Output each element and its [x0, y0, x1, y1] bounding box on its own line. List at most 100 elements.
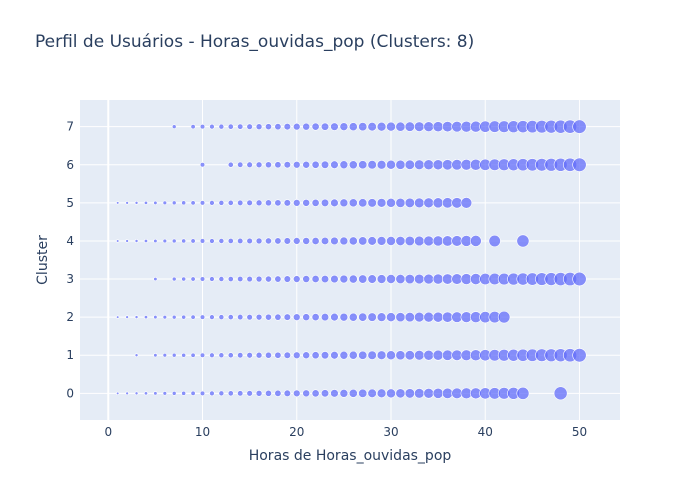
data-point[interactable] [283, 199, 291, 207]
data-point[interactable] [320, 236, 330, 246]
data-point[interactable] [209, 200, 215, 206]
data-point[interactable] [162, 314, 167, 320]
data-point[interactable] [311, 389, 320, 398]
data-point[interactable] [367, 122, 377, 132]
data-point[interactable] [432, 235, 444, 247]
data-point[interactable] [367, 160, 377, 170]
data-point[interactable] [171, 200, 177, 206]
data-point[interactable] [199, 124, 206, 130]
data-point[interactable] [190, 352, 196, 358]
data-point[interactable] [246, 275, 253, 283]
data-point[interactable] [134, 391, 139, 396]
data-point[interactable] [395, 312, 406, 323]
data-point[interactable] [190, 124, 196, 130]
data-point[interactable] [255, 313, 263, 321]
data-point[interactable] [237, 199, 244, 206]
data-point[interactable] [348, 160, 358, 170]
data-point[interactable] [386, 197, 396, 208]
data-point[interactable] [265, 275, 272, 283]
data-point[interactable] [209, 352, 215, 358]
data-point[interactable] [432, 121, 444, 133]
data-point[interactable] [190, 314, 196, 320]
data-point[interactable] [386, 350, 396, 361]
data-point[interactable] [181, 200, 187, 206]
data-point[interactable] [255, 390, 263, 397]
data-point[interactable] [348, 236, 358, 246]
data-point[interactable] [171, 276, 177, 282]
data-point[interactable] [367, 198, 377, 208]
data-point[interactable] [209, 123, 215, 130]
data-point[interactable] [339, 312, 349, 322]
data-point[interactable] [497, 310, 511, 324]
data-point[interactable] [423, 349, 434, 361]
data-point[interactable] [395, 235, 406, 246]
data-point[interactable] [469, 235, 482, 247]
data-point[interactable] [376, 350, 387, 360]
data-point[interactable] [423, 159, 434, 171]
data-point[interactable] [283, 351, 291, 359]
data-point[interactable] [246, 123, 253, 130]
data-point[interactable] [274, 123, 282, 131]
data-point[interactable] [181, 390, 187, 396]
data-point[interactable] [283, 237, 291, 245]
data-point[interactable] [199, 352, 206, 358]
data-point[interactable] [320, 198, 330, 207]
data-point[interactable] [190, 238, 196, 244]
data-point[interactable] [265, 161, 272, 169]
data-point[interactable] [255, 161, 263, 169]
data-point[interactable] [404, 312, 415, 323]
data-point[interactable] [227, 237, 234, 244]
data-point[interactable] [404, 197, 415, 208]
data-point[interactable] [330, 351, 339, 360]
data-point[interactable] [144, 239, 148, 243]
data-point[interactable] [376, 312, 387, 322]
data-point[interactable] [274, 237, 282, 245]
data-point[interactable] [144, 391, 148, 396]
data-point[interactable] [116, 315, 120, 319]
data-point[interactable] [265, 199, 272, 207]
data-point[interactable] [246, 352, 253, 359]
data-point[interactable] [227, 199, 234, 206]
data-point[interactable] [218, 200, 225, 206]
data-point[interactable] [367, 236, 377, 246]
data-point[interactable] [162, 353, 167, 358]
data-point[interactable] [414, 350, 425, 361]
data-point[interactable] [339, 160, 349, 170]
data-point[interactable] [265, 237, 272, 245]
data-point[interactable] [339, 350, 349, 360]
data-point[interactable] [386, 236, 396, 246]
data-point[interactable] [209, 390, 215, 397]
data-point[interactable] [367, 274, 377, 284]
data-point[interactable] [460, 197, 473, 209]
data-point[interactable] [432, 159, 444, 171]
data-point[interactable] [237, 161, 244, 168]
data-point[interactable] [255, 351, 263, 359]
data-point[interactable] [395, 121, 406, 132]
data-point[interactable] [274, 275, 282, 283]
data-point[interactable] [572, 271, 587, 287]
data-point[interactable] [302, 160, 311, 169]
data-point[interactable] [423, 273, 434, 285]
data-point[interactable] [572, 348, 587, 363]
data-point[interactable] [181, 238, 187, 244]
data-point[interactable] [209, 314, 215, 320]
data-point[interactable] [348, 312, 358, 322]
data-point[interactable] [330, 236, 339, 246]
data-point[interactable] [553, 386, 568, 401]
data-point[interactable] [330, 198, 339, 208]
data-point[interactable] [190, 200, 196, 206]
data-point[interactable] [218, 314, 225, 320]
data-point[interactable] [209, 276, 215, 282]
data-point[interactable] [190, 390, 196, 396]
data-point[interactable] [171, 391, 177, 396]
data-point[interactable] [227, 390, 234, 397]
data-point[interactable] [302, 389, 311, 398]
data-point[interactable] [293, 275, 301, 283]
data-point[interactable] [218, 238, 225, 244]
data-point[interactable] [227, 161, 234, 168]
data-point[interactable] [171, 238, 177, 244]
data-point[interactable] [404, 235, 415, 247]
data-point[interactable] [246, 313, 253, 321]
data-point[interactable] [339, 122, 349, 131]
data-point[interactable] [414, 388, 425, 399]
